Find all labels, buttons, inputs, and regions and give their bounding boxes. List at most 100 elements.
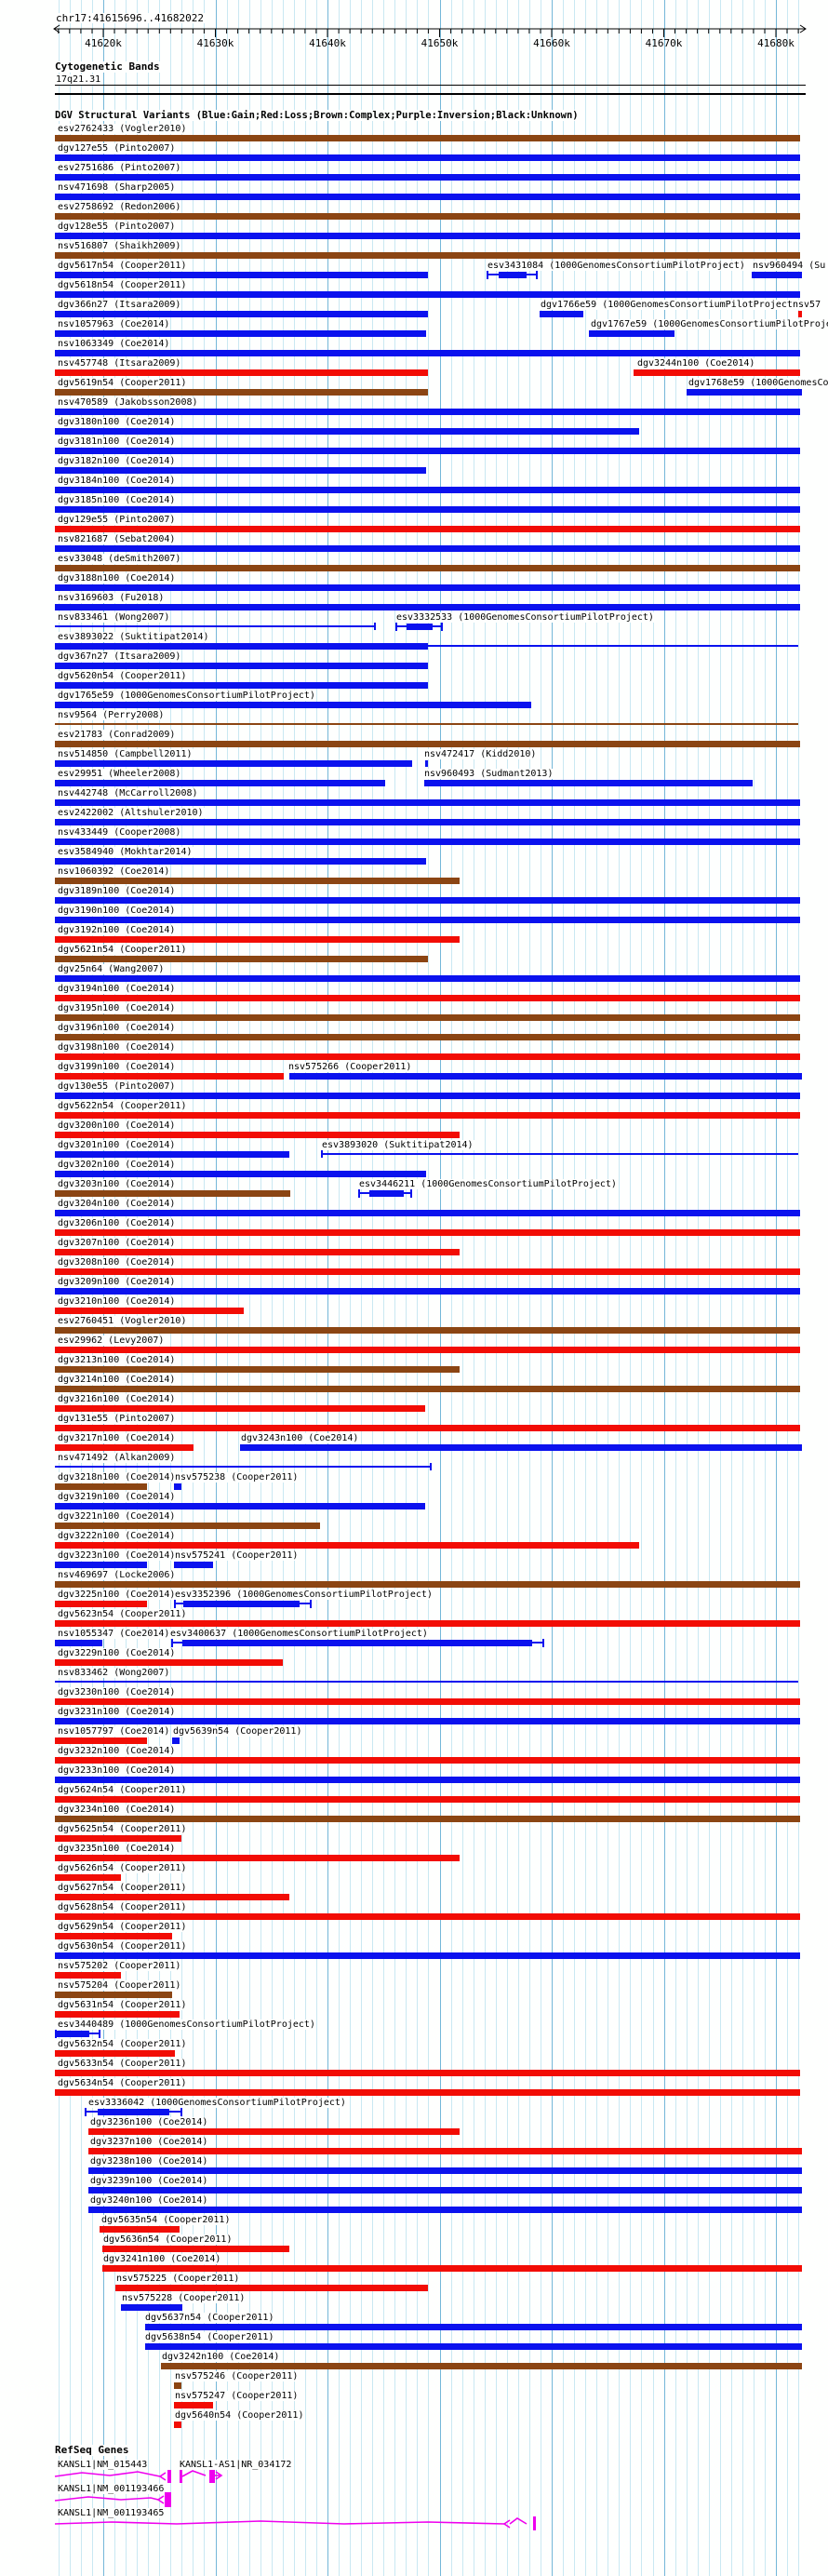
variant-label[interactable]: esv3893022 (Suktitipat2014) — [57, 632, 210, 642]
variant-feature[interactable] — [174, 1483, 181, 1490]
variant-label[interactable]: dgv3240n100 (Coe2014) — [89, 2195, 209, 2206]
variant-feature[interactable] — [55, 625, 375, 627]
variant-label[interactable]: dgv127e55 (Pinto2007) — [57, 143, 177, 154]
variant-label[interactable]: dgv3181n100 (Coe2014) — [57, 436, 177, 447]
variant-feature[interactable] — [55, 1816, 800, 1822]
variant-feature[interactable] — [172, 1737, 180, 1744]
variant-feature[interactable] — [55, 135, 800, 141]
variant-label[interactable]: dgv5628n54 (Cooper2011) — [57, 1902, 188, 1912]
variant-feature[interactable] — [145, 2343, 802, 2350]
variant-feature[interactable] — [174, 2422, 181, 2428]
variant-label[interactable]: dgv3190n100 (Coe2014) — [57, 906, 177, 916]
variant-feature[interactable] — [55, 174, 800, 181]
variant-label[interactable]: dgv5620n54 (Cooper2011) — [57, 671, 188, 681]
variant-feature[interactable] — [55, 799, 800, 806]
variant-feature[interactable] — [55, 819, 800, 825]
variant-label[interactable]: dgv131e55 (Pinto2007) — [57, 1414, 177, 1424]
variant-label[interactable]: dgv129e55 (Pinto2007) — [57, 515, 177, 525]
variant-label[interactable]: dgv3221n100 (Coe2014) — [57, 1511, 177, 1522]
variant-feature[interactable] — [174, 2402, 213, 2408]
variant-label[interactable]: esv2758692 (Redon2006) — [57, 202, 182, 212]
variant-feature[interactable] — [55, 1601, 147, 1607]
variant-label[interactable]: dgv5625n54 (Cooper2011) — [57, 1824, 188, 1834]
variant-feature[interactable] — [88, 2128, 460, 2135]
variant-feature[interactable] — [99, 2030, 100, 2038]
variant-label[interactable]: dgv5623n54 (Cooper2011) — [57, 1609, 188, 1619]
variant-feature[interactable] — [55, 565, 800, 571]
variant-label[interactable]: dgv3243n100 (Coe2014) — [240, 1433, 360, 1443]
variant-feature[interactable] — [88, 2148, 802, 2154]
variant-feature[interactable] — [55, 1249, 460, 1255]
variant-feature[interactable] — [55, 1093, 800, 1099]
variant-label[interactable]: esv2760451 (Vogler2010) — [57, 1316, 188, 1326]
variant-label[interactable]: dgv3236n100 (Coe2014) — [89, 2117, 209, 2127]
gene-structure[interactable] — [156, 2495, 165, 2504]
variant-feature[interactable] — [102, 2265, 802, 2272]
variant-feature[interactable] — [55, 760, 412, 767]
variant-feature[interactable] — [441, 623, 443, 631]
variant-feature[interactable] — [55, 1210, 800, 1216]
variant-feature[interactable] — [55, 1073, 284, 1080]
variant-label[interactable]: nsv575238 (Cooper2011) — [174, 1472, 300, 1483]
variant-label[interactable]: nsv457748 (Itsara2009) — [57, 358, 182, 369]
variant-feature[interactable] — [752, 272, 802, 278]
variant-feature[interactable] — [55, 1288, 800, 1295]
variant-feature[interactable] — [424, 780, 753, 786]
variant-label[interactable]: dgv5638n54 (Cooper2011) — [144, 2332, 275, 2342]
variant-label[interactable]: dgv5624n54 (Cooper2011) — [57, 1785, 188, 1795]
variant-feature[interactable] — [55, 1347, 800, 1353]
variant-label[interactable]: dgv3208n100 (Coe2014) — [57, 1257, 177, 1268]
variant-feature[interactable] — [634, 369, 800, 376]
variant-label[interactable]: dgv3223n100 (Coe2014) — [57, 1550, 177, 1561]
variant-label[interactable]: nsv471492 (Alkan2009) — [57, 1453, 177, 1463]
variant-feature[interactable] — [55, 1659, 283, 1666]
variant-feature[interactable] — [85, 2108, 87, 2116]
variant-feature[interactable] — [55, 154, 800, 161]
variant-label[interactable]: nsv516807 (Shaikh2009) — [57, 241, 182, 251]
variant-feature[interactable] — [55, 526, 800, 532]
gene-exon[interactable] — [167, 2470, 171, 2483]
variant-feature[interactable] — [88, 2187, 802, 2194]
variant-label[interactable]: nsv469697 (Locke2006) — [57, 1570, 177, 1580]
variant-feature[interactable] — [430, 1463, 432, 1470]
variant-label[interactable]: esv33048 (deSmith2007) — [57, 554, 182, 564]
gene-exon[interactable] — [209, 2467, 215, 2483]
variant-feature[interactable] — [55, 1698, 800, 1705]
variant-feature[interactable] — [98, 2109, 169, 2115]
variant-feature[interactable] — [55, 1483, 147, 1490]
variant-feature[interactable] — [55, 272, 428, 278]
variant-label[interactable]: dgv3209n100 (Coe2014) — [57, 1277, 177, 1287]
variant-label[interactable]: dgv1766e59 (1000GenomesConsortiumPilotPr… — [540, 300, 799, 310]
variant-feature[interactable] — [55, 975, 800, 982]
variant-label[interactable]: esv3584940 (Mokhtar2014) — [57, 847, 194, 857]
variant-label[interactable]: nsv833462 (Wong2007) — [57, 1668, 171, 1678]
variant-label[interactable]: dgv3232n100 (Coe2014) — [57, 1746, 177, 1756]
variant-label[interactable]: nsv575225 (Cooper2011) — [115, 2274, 241, 2284]
variant-label[interactable]: dgv366n27 (Itsara2009) — [57, 300, 182, 310]
variant-label[interactable]: dgv3188n100 (Coe2014) — [57, 573, 177, 584]
variant-feature[interactable] — [55, 1718, 800, 1724]
variant-feature[interactable] — [358, 1189, 360, 1198]
variant-feature[interactable] — [55, 2031, 89, 2037]
variant-feature[interactable] — [55, 584, 800, 591]
variant-feature[interactable] — [55, 1972, 121, 1979]
variant-feature[interactable] — [428, 645, 798, 647]
variant-label[interactable]: nsv1063349 (Coe2014) — [57, 339, 171, 349]
variant-feature[interactable] — [55, 780, 385, 786]
variant-label[interactable]: dgv3184n100 (Coe2014) — [57, 476, 177, 486]
variant-label[interactable]: dgv3192n100 (Coe2014) — [57, 925, 177, 935]
variant-feature[interactable] — [55, 1640, 102, 1646]
variant-label[interactable]: dgv5621n54 (Cooper2011) — [57, 945, 188, 955]
variant-label[interactable]: dgv3206n100 (Coe2014) — [57, 1218, 177, 1228]
variant-feature[interactable] — [55, 878, 460, 884]
variant-label[interactable]: dgv3203n100 (Coe2014) — [57, 1179, 177, 1189]
variant-feature[interactable] — [542, 1639, 544, 1647]
variant-label[interactable]: dgv5629n54 (Cooper2011) — [57, 1922, 188, 1932]
variant-feature[interactable] — [55, 1034, 800, 1040]
variant-label[interactable]: nsv575228 (Cooper2011) — [121, 2293, 247, 2303]
variant-label[interactable]: dgv3207n100 (Coe2014) — [57, 1238, 177, 1248]
variant-feature[interactable] — [55, 330, 426, 337]
variant-label[interactable]: dgv5639n54 (Cooper2011) — [172, 1726, 303, 1737]
variant-feature[interactable] — [55, 1620, 800, 1627]
variant-label[interactable]: dgv3202n100 (Coe2014) — [57, 1160, 177, 1170]
